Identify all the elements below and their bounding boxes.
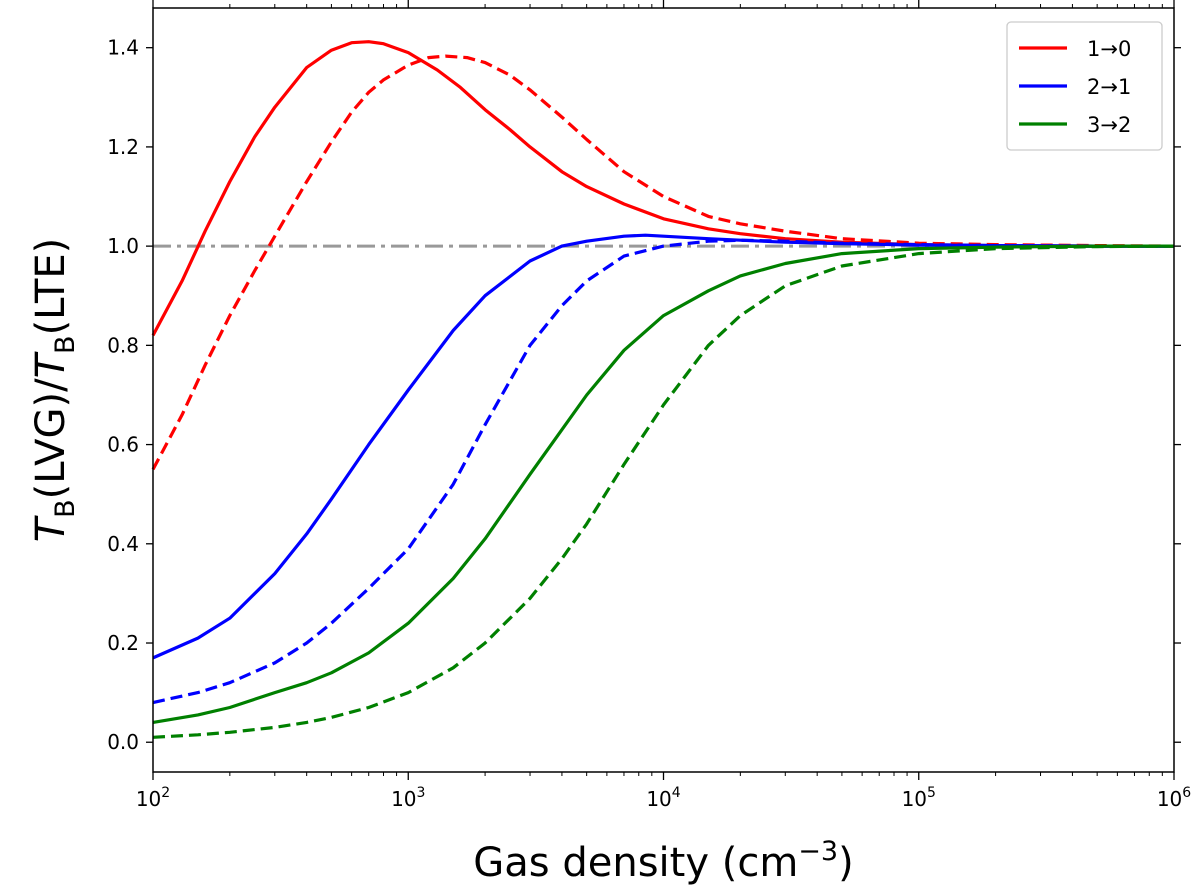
legend-box <box>1006 21 1163 151</box>
x-axis-title-main: Gas density (cm <box>473 840 798 886</box>
y-axis-title: TB(LVG)/TB(LTE) <box>28 238 81 543</box>
series-line-5-solid <box>152 244 1174 724</box>
y-tick-label: 0.6 <box>107 433 139 457</box>
x-tick-label-exponent: 6 <box>1182 785 1191 801</box>
x-tick-label-base: 10 <box>1157 787 1182 811</box>
x-tick-label-base: 10 <box>136 787 161 811</box>
series-line-1-solid <box>151 40 1174 337</box>
x-tick-label-base: 10 <box>646 787 671 811</box>
y-tick-label: 0.2 <box>107 631 139 655</box>
y-tick-label: 0.8 <box>107 333 139 357</box>
y-axis-title-t1: T <box>28 514 74 542</box>
legend: 1→0 2→1 3→2 <box>1006 21 1163 151</box>
legend-label-2: 2→1 <box>1087 75 1131 99</box>
x-axis-title: Gas density (cm−3) <box>473 836 853 886</box>
x-tick-label-exponent: 5 <box>927 785 936 801</box>
x-axis-title-end: ) <box>838 840 854 886</box>
x-tick-label-exponent: 4 <box>672 785 681 801</box>
x-tick-label-exponent: 2 <box>161 785 170 801</box>
series-line-4-dashed <box>152 238 1174 705</box>
series-line-3-solid <box>152 233 1174 660</box>
legend-label-3: 3→2 <box>1087 113 1131 137</box>
x-tick-label-exponent: 3 <box>417 785 426 801</box>
series-layer <box>151 40 1175 739</box>
y-tick-label: 1.0 <box>107 234 139 258</box>
y-tick-label: 1.2 <box>107 135 139 159</box>
x-axis-title-sup: −3 <box>798 836 838 867</box>
x-tick-label-base: 10 <box>391 787 416 811</box>
x-tick-label: 103 <box>391 785 425 811</box>
y-tick-label: 0.0 <box>107 730 139 754</box>
y-tick-label: 1.4 <box>107 36 139 60</box>
legend-label-1: 1→0 <box>1087 37 1131 61</box>
y-axis-title-mid2: (LTE) <box>28 238 74 336</box>
y-axis-title-mid1: (LVG)/ <box>28 378 74 499</box>
y-tick-label: 0.4 <box>107 532 139 556</box>
y-axis-title-sub2: B <box>50 335 81 354</box>
series-line-2-dashed <box>151 54 1175 471</box>
x-tick-label: 104 <box>646 785 680 811</box>
x-tick-label: 105 <box>902 785 936 811</box>
x-tick-label: 102 <box>136 785 170 811</box>
y-axis-title-sub1: B <box>50 499 81 518</box>
x-tick-label-base: 10 <box>902 787 927 811</box>
series-line-6-dashed <box>152 244 1175 739</box>
y-axis-title-t2: T <box>28 350 74 378</box>
x-tick-label: 106 <box>1157 785 1191 811</box>
